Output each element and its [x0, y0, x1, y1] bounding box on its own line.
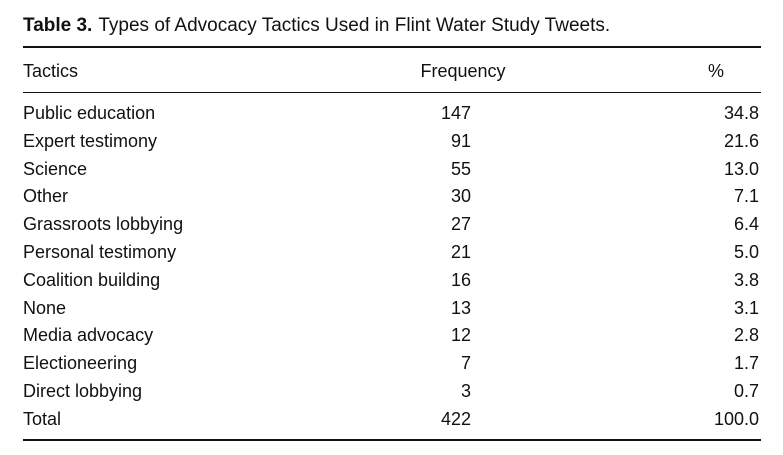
table-number: Table 3. [23, 15, 93, 36]
percent-cell: 0.7 [733, 380, 759, 401]
frequency-cell: 12 [450, 325, 471, 346]
percent-cell: 13.0 [723, 158, 759, 179]
frequency-cell: 30 [450, 186, 471, 207]
header-tactics: Tactics [23, 61, 79, 81]
header-frequency: Frequency [420, 61, 506, 81]
frequency-cell: 147 [440, 103, 471, 123]
table-row: None 13 3.1 [23, 295, 761, 323]
bottom-rule [23, 439, 761, 441]
table-row: Grassroots lobbying 27 6.4 [23, 211, 761, 239]
top-rule [23, 46, 761, 48]
percent-cell: 34.8 [723, 103, 759, 123]
frequency-cell: 7 [460, 353, 471, 374]
table-row: Direct lobbying 3 0.7 [23, 378, 761, 406]
table-body: Public education 147 34.8 Expert testimo… [23, 100, 761, 434]
tactic-cell: Grassroots lobbying [23, 214, 184, 235]
tactic-cell: Electioneering [23, 353, 138, 374]
table-row: Electioneering 7 1.7 [23, 350, 761, 378]
table-row: Coalition building 16 3.8 [23, 267, 761, 295]
frequency-cell: 21 [450, 241, 471, 262]
tactic-cell: None [23, 297, 67, 318]
percent-cell: 3.1 [733, 297, 759, 318]
table-row: Personal testimony 21 5.0 [23, 239, 761, 267]
frequency-cell: 3 [460, 380, 471, 401]
table-caption: Table 3. Types of Advocacy Tactics Used i… [23, 14, 610, 38]
percent-cell: 6.4 [733, 214, 759, 235]
frequency-cell: 422 [440, 408, 471, 429]
percent-cell: 21.6 [723, 130, 759, 151]
tactic-cell: Direct lobbying [23, 380, 143, 401]
table-title: Types of Advocacy Tactics Used in Flint … [98, 15, 611, 36]
table-row: Other 30 7.1 [23, 183, 761, 211]
percent-cell: 5.0 [733, 241, 759, 262]
table-header-row: Tactics Frequency % [23, 59, 761, 83]
header-percent: % [707, 61, 724, 81]
percent-cell: 3.8 [733, 269, 759, 290]
percent-cell: 7.1 [733, 186, 759, 207]
percent-cell: 1.7 [733, 353, 759, 374]
table-row-total: Total 422 100.0 [23, 406, 761, 434]
frequency-cell: 91 [450, 130, 471, 151]
percent-cell: 2.8 [733, 325, 759, 346]
table-row: Expert testimony 91 21.6 [23, 128, 761, 156]
tactic-cell: Media advocacy [23, 325, 154, 346]
table-row: Media advocacy 12 2.8 [23, 322, 761, 350]
frequency-cell: 55 [450, 158, 471, 179]
tactic-cell: Personal testimony [23, 241, 177, 262]
table-row: Science 55 13.0 [23, 156, 761, 184]
frequency-cell: 16 [450, 269, 471, 290]
tactic-cell: Coalition building [23, 269, 161, 290]
frequency-cell: 13 [450, 297, 471, 318]
tactic-cell: Total [23, 408, 62, 429]
tactic-cell: Other [23, 186, 69, 207]
header-rule [23, 92, 761, 94]
table-row: Public education 147 34.8 [23, 100, 761, 128]
tactic-cell: Science [23, 158, 88, 179]
percent-cell: 100.0 [713, 408, 759, 429]
tactic-cell: Public education [23, 103, 156, 123]
frequency-cell: 27 [450, 214, 471, 235]
tactic-cell: Expert testimony [23, 130, 158, 151]
